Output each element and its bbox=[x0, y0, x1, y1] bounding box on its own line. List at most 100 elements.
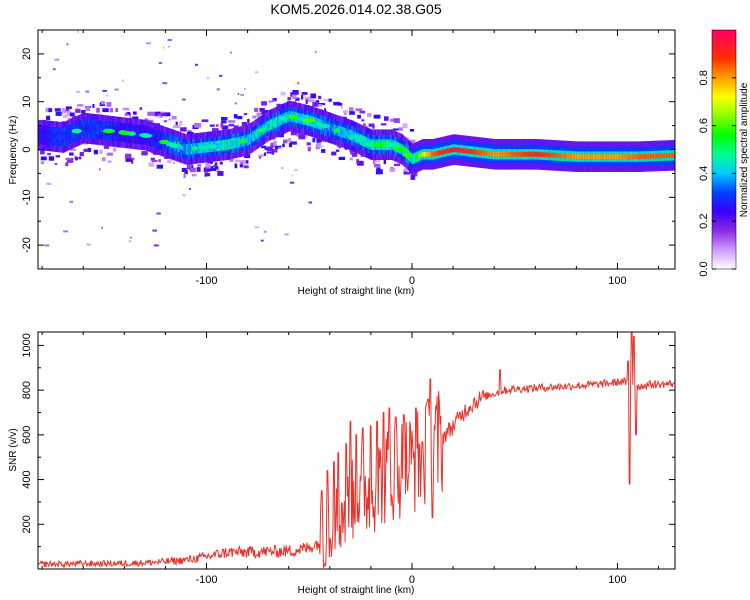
spectrogram-cell bbox=[247, 118, 250, 123]
spectrogram-cell bbox=[99, 168, 101, 171]
spectrogram-cell bbox=[342, 130, 344, 135]
spectrogram-cell bbox=[606, 154, 608, 160]
spectrogram-cell bbox=[496, 151, 499, 157]
spectrogram-cell bbox=[221, 117, 228, 121]
spectrogram-cell bbox=[658, 153, 660, 159]
spectrogram-cell bbox=[602, 154, 605, 160]
spectrogram-cell bbox=[349, 132, 352, 138]
spectrogram-cell bbox=[525, 151, 527, 157]
spectrogram-cell bbox=[71, 131, 73, 136]
spectrogram-cell bbox=[592, 154, 595, 160]
spectrogram-cell bbox=[661, 153, 664, 159]
spectrogram-cell bbox=[305, 99, 308, 104]
spectrogram-cell bbox=[54, 163, 58, 165]
spectrogram-cell bbox=[179, 145, 182, 150]
snr-series-line bbox=[38, 332, 675, 569]
spectrogram-cell bbox=[179, 120, 183, 126]
spectrogram-x-tick-label: 0 bbox=[409, 275, 415, 287]
spectrogram-cell bbox=[627, 154, 629, 160]
spectrogram-cell bbox=[46, 182, 51, 185]
spectrogram-cell bbox=[234, 102, 237, 105]
spectrogram-cell bbox=[585, 154, 587, 160]
spectrogram-cell bbox=[610, 154, 612, 160]
spectrogram-cell bbox=[125, 158, 133, 162]
spectrogram-cell bbox=[570, 153, 573, 159]
spectrogram-cell bbox=[56, 134, 58, 140]
spectrogram-cell bbox=[114, 88, 119, 91]
spectrogram-cell bbox=[316, 140, 320, 146]
spectrogram-cell bbox=[584, 154, 586, 160]
spectrogram-cell bbox=[546, 152, 548, 158]
spectrogram-cell bbox=[120, 130, 131, 136]
spectrogram-cell bbox=[225, 142, 227, 148]
spectrogram-cell bbox=[153, 135, 156, 141]
spectrogram-cell bbox=[481, 150, 484, 156]
spectrogram-cell bbox=[185, 147, 188, 152]
spectrogram-cell bbox=[48, 108, 53, 113]
spectrogram-cell bbox=[315, 120, 317, 126]
spectrogram-cell bbox=[394, 146, 407, 152]
spectrogram-cell bbox=[645, 154, 648, 159]
spectrogram-cell bbox=[261, 145, 267, 149]
snr-marks bbox=[38, 332, 675, 569]
spectrogram-cell bbox=[248, 136, 251, 142]
spectrogram-cell bbox=[237, 93, 240, 95]
spectrogram-cell bbox=[485, 150, 487, 156]
spectrogram-cell bbox=[423, 151, 426, 157]
spectrogram-cell bbox=[205, 163, 211, 168]
spectrogram-cell bbox=[500, 151, 502, 157]
spectrogram-y-tick-label: -10 bbox=[21, 189, 33, 205]
spectrogram-cell bbox=[315, 51, 317, 54]
spectrogram-cell bbox=[191, 173, 197, 177]
spectrogram-cell bbox=[182, 194, 186, 197]
spectrogram-cell bbox=[85, 106, 91, 111]
spectrogram-cell bbox=[486, 151, 489, 156]
spectrogram-cell bbox=[229, 141, 231, 147]
spectrogram-cell bbox=[663, 153, 665, 159]
spectrogram-cell bbox=[504, 151, 506, 157]
spectrogram-cell bbox=[439, 150, 442, 155]
spectrogram-cell bbox=[402, 123, 408, 128]
spectrogram-cell bbox=[589, 154, 591, 160]
spectrogram-cell bbox=[234, 163, 238, 169]
spectrogram-cell bbox=[639, 154, 642, 159]
spectrogram-cell bbox=[462, 148, 464, 153]
spectrogram-cell bbox=[435, 151, 437, 157]
spectrogram-cell bbox=[527, 151, 529, 157]
spectrogram-cell bbox=[251, 135, 253, 140]
spectrogram-cell bbox=[264, 125, 267, 131]
spectrogram-cell bbox=[308, 201, 313, 204]
spectrogram-cell bbox=[529, 151, 532, 157]
spectrogram-cell bbox=[258, 129, 261, 135]
spectrogram-cell bbox=[476, 149, 479, 155]
spectrogram-cell bbox=[250, 135, 252, 141]
spectrogram-cell bbox=[257, 128, 266, 133]
spectrogram-cell bbox=[490, 151, 492, 157]
spectrogram-cell bbox=[125, 153, 132, 159]
spectrogram-cell bbox=[187, 147, 189, 152]
spectrogram-cell bbox=[61, 135, 63, 140]
spectrogram-cell bbox=[318, 95, 322, 100]
spectrogram-cell bbox=[612, 154, 614, 160]
spectrogram-cell bbox=[168, 45, 171, 48]
spectrogram-cell bbox=[126, 112, 131, 116]
spectrogram-cell bbox=[517, 151, 520, 157]
spectrogram-cell bbox=[366, 142, 375, 147]
spectrogram-cell bbox=[392, 128, 399, 131]
spectrogram-cell bbox=[44, 133, 46, 138]
snr-y-tick-label: 600 bbox=[21, 426, 33, 444]
spectrogram-marks bbox=[38, 30, 675, 247]
spectrogram-cell bbox=[318, 103, 325, 106]
spectrogram-cell bbox=[454, 147, 457, 153]
spectrogram-cell bbox=[488, 151, 490, 156]
spectrogram-cell bbox=[409, 129, 414, 132]
spectrogram-cell bbox=[146, 42, 151, 45]
snr-x-tick-label: 0 bbox=[409, 574, 415, 586]
spectrogram-cell bbox=[241, 122, 247, 127]
spectrogram-cell bbox=[287, 114, 289, 120]
spectrogram-cell bbox=[45, 107, 51, 113]
spectrogram-cell bbox=[660, 153, 663, 159]
spectrogram-cell bbox=[70, 148, 77, 151]
spectrogram-cell bbox=[164, 112, 171, 117]
spectrogram-cell bbox=[240, 162, 243, 166]
